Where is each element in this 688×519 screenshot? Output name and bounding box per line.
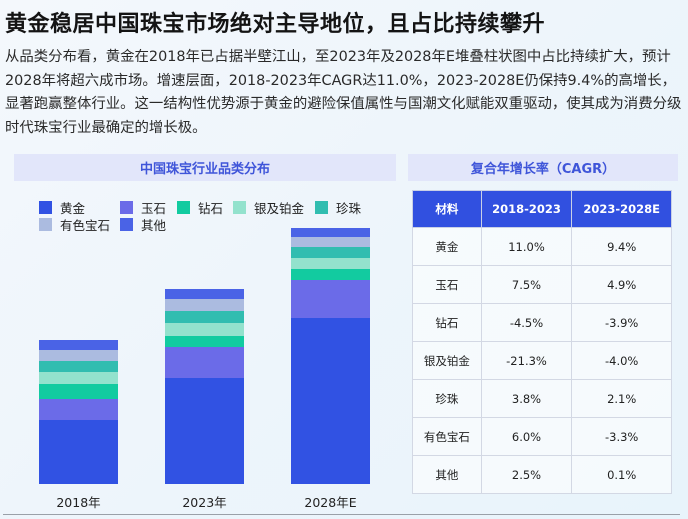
material-cell: 钻石 bbox=[412, 303, 482, 342]
legend-swatch-icon bbox=[39, 201, 52, 214]
bar-stack bbox=[39, 340, 118, 484]
cagr-value-cell: 2.1% bbox=[571, 379, 672, 418]
cagr-value-cell: -4.5% bbox=[480, 303, 573, 342]
table-row: 银及铂金 -21.3% -4.0% bbox=[412, 341, 672, 380]
cagr-value-cell: -3.9% bbox=[571, 303, 672, 342]
cagr-value-cell: -4.0% bbox=[571, 341, 672, 380]
cagr-table: 材料 2018-2023 2023-2028E 黄金 11.0% 9.4% 玉石 7.5… bbox=[412, 190, 672, 494]
legend-swatch-icon bbox=[39, 218, 52, 231]
bar-segment bbox=[291, 237, 370, 247]
table-row: 黄金 11.0% 9.4% bbox=[412, 227, 672, 266]
material-cell: 珍珠 bbox=[412, 379, 482, 418]
legend-item: 银及铂金 bbox=[233, 198, 304, 217]
table-header-row: 材料 2018-2023 2023-2028E bbox=[412, 190, 672, 228]
legend-item: 黄金 bbox=[39, 198, 85, 217]
column-header: 材料 bbox=[412, 190, 482, 228]
legend-item: 玉石 bbox=[120, 198, 166, 217]
bar-segment bbox=[39, 384, 118, 399]
bar-segment bbox=[39, 372, 118, 384]
bar-stack bbox=[165, 289, 244, 484]
table-row: 玉石 7.5% 4.9% bbox=[412, 265, 672, 304]
cagr-value-cell: -3.3% bbox=[571, 417, 672, 456]
summary-paragraph: 从品类分布看，黄金在2018年已占据半壁江山，至2023年及2028年E堆叠柱状… bbox=[5, 49, 682, 136]
chart-title: 中国珠宝行业品类分布 bbox=[14, 154, 396, 181]
legend-swatch-icon bbox=[120, 201, 133, 214]
bar-segment bbox=[291, 318, 370, 484]
cagr-value-cell: 2.5% bbox=[480, 455, 573, 494]
bar-segment bbox=[39, 399, 118, 420]
bar-segment bbox=[165, 323, 244, 336]
legend-label: 珍珠 bbox=[336, 201, 362, 216]
cagr-value-cell: 0.1% bbox=[571, 455, 672, 494]
table-row: 珍珠 3.8% 2.1% bbox=[412, 379, 672, 418]
bar-segment bbox=[291, 247, 370, 258]
table-title: 复合年增长率（CAGR） bbox=[408, 154, 678, 181]
cagr-value-cell: 9.4% bbox=[571, 227, 672, 266]
bar-segment bbox=[165, 378, 244, 484]
cagr-value-cell: 4.9% bbox=[571, 265, 672, 304]
legend-swatch-icon bbox=[315, 201, 328, 214]
legend-item: 其他 bbox=[120, 215, 166, 234]
legend-swatch-icon bbox=[177, 201, 190, 214]
legend-label: 有色宝石 bbox=[60, 218, 111, 233]
legend-swatch-icon bbox=[120, 218, 133, 231]
table-row: 有色宝石 6.0% -3.3% bbox=[412, 417, 672, 456]
material-cell: 银及铂金 bbox=[412, 341, 482, 380]
cagr-value-cell: 6.0% bbox=[480, 417, 573, 456]
legend-item: 珍珠 bbox=[315, 198, 361, 217]
divider bbox=[3, 514, 680, 515]
bar-segment bbox=[165, 289, 244, 299]
bar-segment bbox=[165, 336, 244, 347]
column-header: 2023-2028E bbox=[571, 190, 672, 228]
table-row: 其他 2.5% 0.1% bbox=[412, 455, 672, 494]
bar-segment bbox=[291, 258, 370, 269]
bar-segment bbox=[291, 228, 370, 237]
x-axis-label: 2023年 bbox=[182, 495, 227, 510]
column-header: 2018-2023 bbox=[480, 190, 573, 228]
page-title: 黄金稳居中国珠宝市场绝对主导地位，且占比持续攀升 bbox=[5, 12, 546, 37]
cagr-value-cell: 11.0% bbox=[480, 227, 573, 266]
material-cell: 玉石 bbox=[412, 265, 482, 304]
bar-segment bbox=[291, 269, 370, 280]
legend-item: 有色宝石 bbox=[39, 215, 110, 234]
cagr-value-cell: -21.3% bbox=[480, 341, 573, 380]
cagr-value-cell: 3.8% bbox=[480, 379, 573, 418]
x-axis-label: 2018年 bbox=[56, 495, 101, 510]
bar-segment bbox=[39, 340, 118, 350]
x-axis-label: 2028年E bbox=[304, 495, 357, 510]
table-row: 钻石 -4.5% -3.9% bbox=[412, 303, 672, 342]
legend-label: 钻石 bbox=[198, 201, 224, 216]
legend-item: 钻石 bbox=[177, 198, 223, 217]
material-cell: 其他 bbox=[412, 455, 482, 494]
bar-segment bbox=[165, 311, 244, 323]
cagr-value-cell: 7.5% bbox=[480, 265, 573, 304]
legend-label: 黄金 bbox=[60, 201, 86, 216]
legend-label: 其他 bbox=[141, 218, 167, 233]
bar-segment bbox=[165, 347, 244, 378]
legend-swatch-icon bbox=[233, 201, 246, 214]
bar-segment bbox=[291, 280, 370, 318]
material-cell: 有色宝石 bbox=[412, 417, 482, 456]
bar-stack bbox=[291, 228, 370, 484]
material-cell: 黄金 bbox=[412, 227, 482, 266]
bar-segment bbox=[39, 350, 118, 361]
bar-segment bbox=[39, 420, 118, 484]
bar-segment bbox=[39, 361, 118, 372]
bar-segment bbox=[165, 299, 244, 311]
legend-label: 银及铂金 bbox=[254, 201, 305, 216]
legend-label: 玉石 bbox=[141, 201, 167, 216]
